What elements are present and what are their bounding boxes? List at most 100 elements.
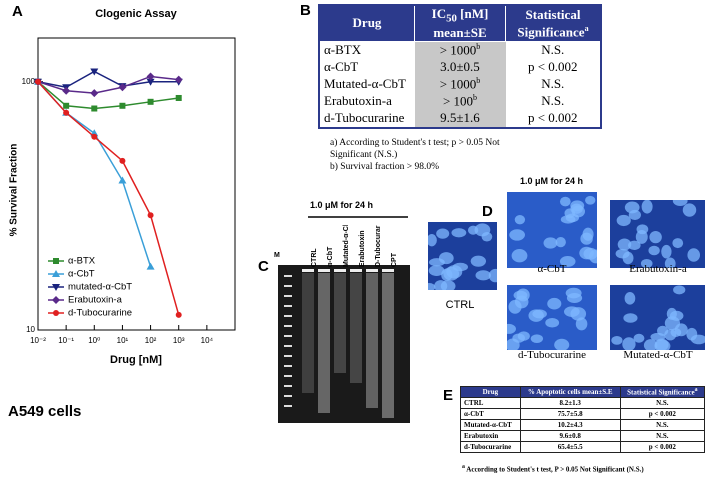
nucleus (672, 200, 688, 206)
well (382, 269, 394, 272)
micrograph (610, 200, 705, 268)
panel-label: C (258, 258, 269, 275)
header-text: Statistical (525, 6, 581, 22)
nucleus (446, 265, 463, 279)
nucleus (649, 231, 662, 244)
cell: N.S. (541, 76, 565, 92)
marker (63, 109, 70, 116)
footnote: b) Survival fraction > 98.0% (330, 162, 440, 172)
cell: α-CbT (324, 59, 359, 75)
ladder-band (284, 325, 292, 327)
ladder-band (284, 405, 292, 407)
smear (366, 273, 378, 408)
cells (507, 287, 588, 350)
condition: 1.0 μM for 24 h (310, 200, 374, 210)
lane-label: α-CbT (327, 246, 334, 267)
y-axis-label: % Survival Fraction (9, 144, 20, 237)
note: b (476, 41, 481, 51)
header-row: Drug IC50 [nM] mean±SE Statistical Significa… (318, 4, 602, 42)
cell: α-CbT (460, 408, 521, 420)
nucleus (509, 229, 525, 241)
legend-label: d-Tubocurarine (68, 308, 132, 319)
nucleus (436, 228, 450, 239)
well (350, 269, 362, 272)
micrograph (428, 222, 497, 290)
header-text: mean±SE (433, 24, 487, 40)
ladder-band (284, 295, 292, 297)
nucleus (428, 258, 445, 267)
nucleus (507, 323, 516, 334)
cell: 8.2±1.3 (519, 397, 621, 409)
cell: d-Tubocurarine (324, 110, 405, 126)
nucleus (617, 238, 632, 251)
cell: p < 0.002 (619, 441, 706, 453)
marker (91, 133, 98, 140)
nucleus (547, 297, 562, 310)
nucleus (628, 209, 641, 221)
nucleus (641, 200, 653, 214)
lane-label: CPT (391, 252, 398, 267)
x-tick-label: 10⁰ (88, 336, 100, 345)
series-line (37, 81, 180, 316)
x-axis-label: Drug [nM] (110, 354, 162, 366)
cell: p < 0.002 (527, 59, 578, 75)
x-tick-label: 10² (145, 336, 157, 345)
nucleus (514, 214, 526, 225)
cell: > 1000b (414, 75, 506, 93)
micrograph (610, 285, 705, 350)
legend-label: Erabutoxin-a (68, 295, 123, 306)
row: α-BTX > 1000b N.S. (319, 41, 601, 59)
cell: N.S. (619, 419, 706, 431)
ladder-band (284, 335, 292, 337)
marker (146, 262, 155, 270)
row: α-CbT 75.7±5.8 p < 0.002 (460, 408, 706, 420)
row: Mutated-α-CbT > 1000b N.S. (319, 75, 601, 93)
nucleus (428, 265, 445, 276)
marker (146, 78, 155, 86)
nucleus (623, 313, 638, 323)
legend-marker (52, 284, 60, 291)
header-text: Drug (352, 15, 382, 31)
ladder-band (284, 395, 292, 397)
legend-marker (52, 270, 60, 277)
cell: N.S. (619, 430, 706, 442)
header-cell: Drug (318, 4, 415, 42)
marker (147, 98, 154, 105)
marker (91, 105, 98, 112)
series-line (37, 70, 179, 89)
ladder-band (284, 375, 292, 377)
cells (509, 195, 597, 267)
nucleus (582, 227, 594, 241)
axes-frame (37, 37, 236, 331)
ladder-band (284, 345, 292, 347)
legend-label: α-CbT (68, 269, 95, 280)
cell-line-label: A549 cells (8, 403, 81, 420)
legend-marker (53, 258, 59, 264)
value: > 1000 (439, 42, 477, 58)
micrograph (507, 285, 597, 350)
row: α-CbT 3.0±0.5 p < 0.002 (319, 58, 601, 76)
cell: 75.7±5.8 (519, 408, 621, 420)
nucleus (624, 292, 636, 305)
ladder-band (284, 365, 292, 367)
ladder-band (284, 355, 292, 357)
ladder-band (284, 285, 292, 287)
nucleus (682, 203, 697, 217)
nucleus (570, 307, 587, 321)
marker (35, 78, 41, 85)
marker (118, 83, 127, 92)
smear (334, 273, 346, 373)
value: 3.0±0.5 (440, 59, 480, 75)
x-tick-label: 10⁴ (201, 336, 214, 345)
ladder-band (284, 385, 292, 387)
smear (318, 273, 330, 413)
nucleus (554, 338, 570, 350)
chart-title: Clogenic Assay (95, 8, 177, 20)
lane-label: CTRL (311, 248, 318, 267)
header-text: Significance (517, 23, 585, 39)
marker (175, 94, 182, 101)
cell: 3.0±0.5 (414, 58, 506, 76)
nucleus (514, 295, 529, 309)
nucleus (640, 258, 653, 268)
header-sup: a (694, 387, 698, 394)
